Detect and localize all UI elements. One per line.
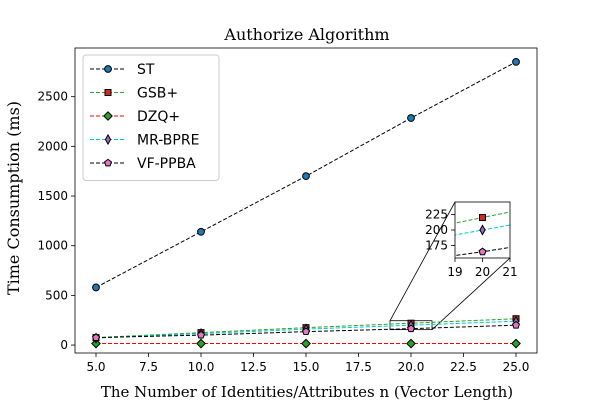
chart-title: Authorize Algorithm — [223, 25, 389, 44]
series-st — [92, 58, 520, 292]
data-point — [511, 320, 521, 329]
legend-marker — [103, 158, 113, 167]
inset-series-line — [455, 211, 510, 224]
x-tick-label: 22.5 — [450, 360, 477, 374]
legend: ST GSB+ DZQ+ MR-BPRE VF-PPBA — [82, 54, 220, 181]
legend-marker — [104, 89, 112, 96]
data-point — [302, 172, 310, 181]
data-point — [512, 58, 520, 66]
zoom-connector-line — [389, 201, 456, 321]
zoom-connector-line — [431, 257, 511, 330]
inset-data-point — [479, 214, 486, 222]
inset-y-tick-label: 225 — [425, 207, 448, 221]
plot-area: 5.0 7.5 10.0 12.5 15.0 17.5 20.0 22.5 25.0 0 500 10… — [37, 47, 538, 374]
y-tick-label: 1000 — [37, 239, 68, 253]
legend-label: MR-BPRE — [137, 133, 199, 149]
inset-series — [455, 211, 510, 257]
inset-data-point — [478, 247, 487, 256]
inset-series-gsb — [455, 211, 510, 224]
inset-data-point — [479, 224, 486, 236]
y-tick-label: 500 — [45, 288, 68, 302]
legend-label: ST — [137, 62, 155, 78]
legend-box — [82, 54, 220, 181]
inset-y-tick-label: 175 — [425, 239, 448, 253]
data-point — [92, 283, 100, 292]
legend-marker — [103, 111, 113, 121]
inset-series-line — [455, 224, 510, 236]
inset-zoom: 19 20 21 175 200 225 — [425, 201, 518, 279]
x-axis-label: The Number of Identities/Attributes n (V… — [101, 383, 513, 400]
legend-label: DZQ+ — [137, 109, 180, 125]
inset-series-vf-ppba — [455, 246, 510, 257]
x-tick-label: 25.0 — [503, 360, 530, 374]
inset-x-tick-label: 19 — [447, 265, 462, 279]
y-tick-label: 2500 — [37, 90, 68, 104]
y-tick-label: 2000 — [37, 139, 68, 153]
legend-marker — [104, 133, 112, 146]
legend-item-st: ST — [90, 62, 155, 78]
legend-marker — [104, 65, 112, 73]
inset-x-tick-label: 21 — [502, 265, 517, 279]
data-point — [406, 338, 416, 349]
y-axis-ticks: 0 500 1000 1500 2000 2500 — [37, 90, 75, 352]
series-vf-ppba — [91, 320, 521, 342]
x-axis-ticks: 5.0 7.5 10.0 12.5 15.0 17.5 20.0 22.5 25.0 — [86, 353, 529, 374]
inset-series-mr-bpre — [455, 224, 510, 236]
y-tick-label: 0 — [60, 338, 68, 352]
data-point — [406, 324, 416, 333]
legend-item-vf-ppba: VF-PPBA — [90, 156, 196, 172]
legend-label: VF-PPBA — [137, 156, 196, 172]
legend-label: GSB+ — [137, 86, 178, 102]
data-point — [197, 227, 205, 236]
data-point — [301, 327, 311, 336]
x-tick-label: 20.0 — [398, 360, 425, 374]
inset-x-tick-label: 20 — [475, 265, 490, 279]
data-point — [301, 338, 311, 349]
series-dzq — [91, 338, 521, 349]
x-tick-label: 5.0 — [86, 360, 105, 374]
data-point — [196, 330, 206, 339]
x-tick-label: 15.0 — [293, 360, 320, 374]
x-tick-label: 17.5 — [345, 360, 372, 374]
legend-item-dzq: DZQ+ — [90, 109, 180, 125]
x-tick-label: 10.0 — [188, 360, 215, 374]
x-tick-label: 12.5 — [240, 360, 267, 374]
x-tick-label: 7.5 — [139, 360, 158, 374]
data-point — [511, 338, 521, 349]
legend-item-mr-bpre: MR-BPRE — [90, 133, 199, 149]
inset-series-line — [455, 246, 510, 257]
y-tick-label: 1500 — [37, 189, 68, 203]
data-point — [407, 114, 415, 122]
data-point — [91, 333, 101, 342]
data-point — [196, 338, 206, 349]
y-axis-label: Time Consumption (ms) — [4, 101, 23, 295]
legend-item-gsb: GSB+ — [90, 86, 178, 102]
inset-y-tick-label: 200 — [425, 223, 448, 237]
